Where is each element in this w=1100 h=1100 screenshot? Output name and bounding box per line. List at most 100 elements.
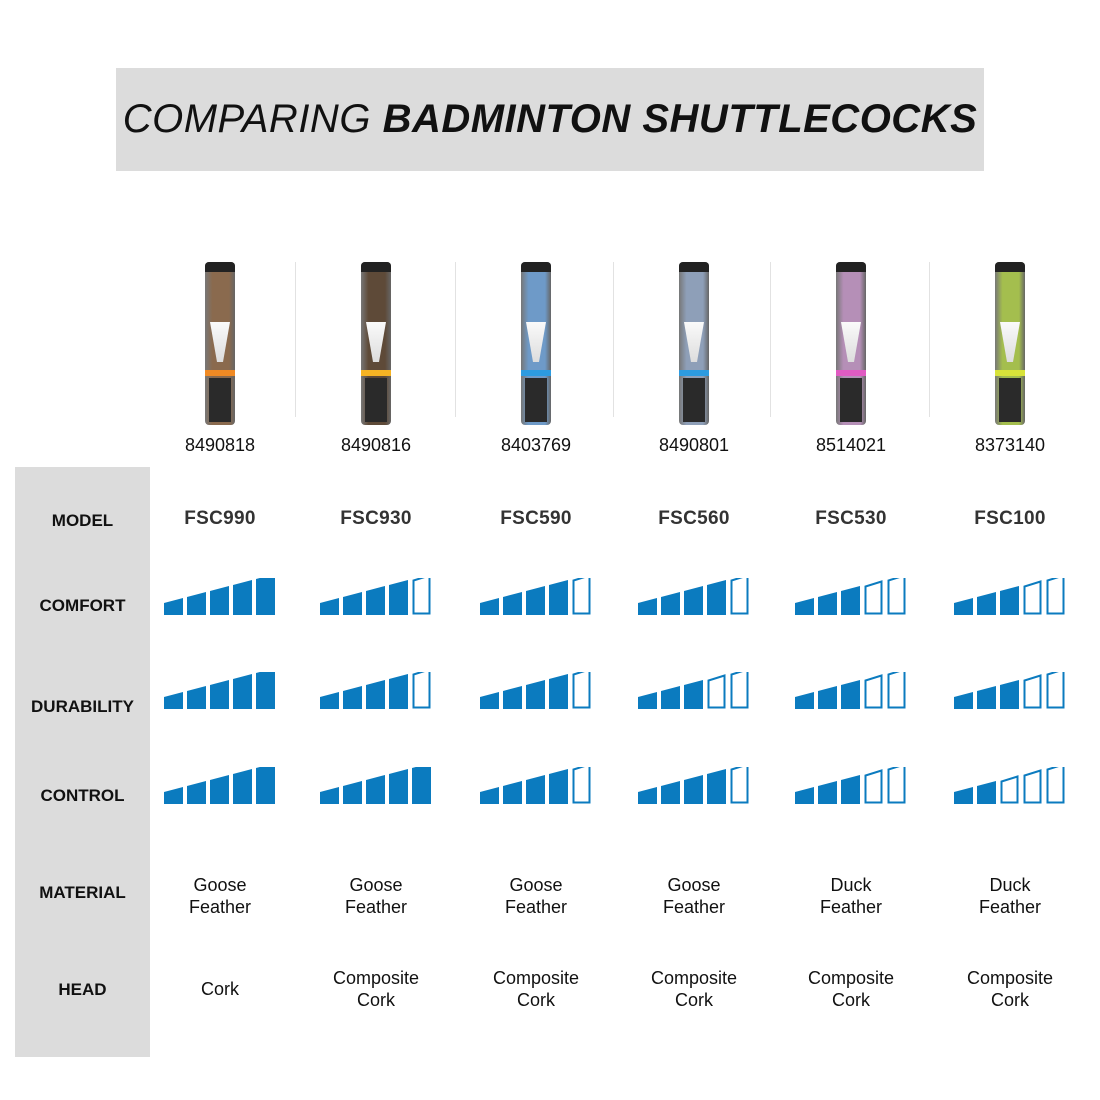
head-line: Cork <box>674 990 713 1010</box>
shuttlecock-icon <box>366 322 386 362</box>
rating-bar-filled <box>389 674 408 709</box>
rating-bar-filled <box>661 686 680 709</box>
head-line: Cork <box>516 990 555 1010</box>
rating-bar-empty <box>864 769 883 804</box>
comfort-signal-bars-icon <box>320 574 431 615</box>
tube-cap <box>679 262 709 272</box>
rating-bar-filled <box>503 781 522 804</box>
shuttlecock-tube-image <box>679 262 709 425</box>
rating-bar-empty <box>1023 674 1042 709</box>
product-model: FSC560 <box>658 508 730 529</box>
rating-bar-filled <box>707 580 726 615</box>
durability-signal-bars-icon <box>164 668 275 709</box>
shuttlecock-icon <box>526 322 546 362</box>
tube-cap <box>521 262 551 272</box>
control-rating <box>320 763 432 805</box>
tube-label <box>525 378 547 422</box>
control-rating <box>795 763 907 805</box>
rating-bar-filled <box>549 580 568 615</box>
product-material: Duck Feather <box>772 874 930 918</box>
control-rating <box>638 763 750 805</box>
rating-bar-filled <box>412 763 431 804</box>
row-label-control: CONTROL <box>40 786 125 805</box>
rating-bar-filled <box>320 692 339 709</box>
rating-bar-filled <box>503 592 522 615</box>
control-rating <box>480 763 592 805</box>
tube-cap <box>361 262 391 272</box>
rating-bar-filled <box>187 686 206 709</box>
rating-bar-filled <box>256 763 275 804</box>
rating-bar-filled <box>684 775 703 804</box>
rating-bar-filled <box>480 692 499 709</box>
rating-bar-filled <box>343 592 362 615</box>
rating-bar-filled <box>684 586 703 615</box>
rating-bar-filled <box>841 680 860 709</box>
row-label-comfort: COMFORT <box>39 596 126 615</box>
rating-bar-filled <box>661 592 680 615</box>
rating-bar-filled <box>526 775 545 804</box>
row-label-model: MODEL <box>51 511 114 530</box>
product-sku: 8490816 <box>340 435 412 455</box>
rating-bar-empty <box>887 763 906 804</box>
durability-signal-bars-icon <box>954 668 1065 709</box>
rating-bar-filled <box>343 781 362 804</box>
row-label-durability: DURABILITY <box>31 697 134 716</box>
rating-bar-empty <box>864 580 883 615</box>
product-sku: 8490801 <box>658 435 730 455</box>
shuttlecock-tube-image <box>361 262 391 425</box>
rating-bar-empty <box>707 674 726 709</box>
rating-bar-filled <box>187 592 206 615</box>
product-head: Composite Cork <box>615 967 773 1011</box>
durability-rating <box>320 668 432 710</box>
product-material: Goose Feather <box>457 874 615 918</box>
head-line: Composite <box>650 968 738 988</box>
rating-bar-filled <box>977 686 996 709</box>
title-light: COMPARING <box>122 97 371 141</box>
durability-signal-bars-icon <box>480 668 591 709</box>
control-rating <box>954 763 1066 805</box>
rating-bar-filled <box>366 586 385 615</box>
product-model: FSC990 <box>184 508 256 529</box>
product-material: Goose Feather <box>297 874 455 918</box>
control-signal-bars-icon <box>164 763 275 804</box>
rating-bar-empty <box>1046 574 1065 615</box>
head-line: Composite <box>492 968 580 988</box>
rating-bar-filled <box>164 787 183 804</box>
durability-rating <box>954 668 1066 710</box>
shuttlecock-tube-image <box>995 262 1025 425</box>
comfort-rating <box>954 574 1066 616</box>
head-line: Cork <box>831 990 870 1010</box>
rating-bar-empty <box>412 668 431 709</box>
comfort-rating <box>638 574 750 616</box>
rating-bar-filled <box>549 769 568 804</box>
rating-bar-filled <box>256 574 275 615</box>
rating-bar-empty <box>864 674 883 709</box>
tube-accent-band <box>361 370 391 376</box>
rating-bar-filled <box>233 769 252 804</box>
rating-bar-filled <box>389 769 408 804</box>
material-line: Goose <box>349 875 403 895</box>
rating-bar-filled <box>164 598 183 615</box>
tube-label <box>840 378 862 422</box>
rating-bar-empty <box>412 574 431 615</box>
rating-bar-filled <box>954 692 973 709</box>
rating-bar-filled <box>954 787 973 804</box>
tube-accent-band <box>521 370 551 376</box>
rating-bar-filled <box>841 586 860 615</box>
title-bold: BADMINTON SHUTTLECOCKS <box>382 97 978 141</box>
shuttlecock-icon <box>1000 322 1020 362</box>
material-line: Goose <box>667 875 721 895</box>
rating-bar-filled <box>818 781 837 804</box>
product-material: Duck Feather <box>931 874 1089 918</box>
rating-bar-filled <box>1000 680 1019 709</box>
comfort-rating <box>164 574 276 616</box>
rating-bar-filled <box>977 592 996 615</box>
rating-bar-filled <box>389 580 408 615</box>
rating-bar-filled <box>818 686 837 709</box>
rating-bar-filled <box>320 598 339 615</box>
head-line: Composite <box>966 968 1054 988</box>
head-line: Composite <box>807 968 895 988</box>
shuttlecock-icon <box>210 322 230 362</box>
product-sku: 8403769 <box>500 435 572 455</box>
rating-bar-empty <box>730 574 749 615</box>
